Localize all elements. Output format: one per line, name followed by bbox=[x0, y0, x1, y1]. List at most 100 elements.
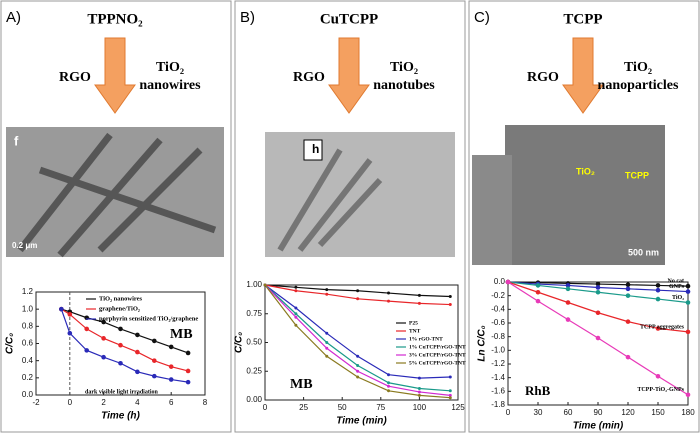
right-label: TiO₂ bbox=[156, 60, 184, 75]
data-point bbox=[387, 373, 391, 377]
data-point bbox=[118, 360, 123, 366]
data-point bbox=[595, 310, 601, 316]
data-point bbox=[185, 350, 191, 356]
data-point bbox=[356, 364, 360, 367]
y-axis-label: Ln C/C₀ bbox=[477, 325, 488, 361]
data-point bbox=[595, 289, 601, 295]
data-point bbox=[84, 326, 89, 332]
x-tick-label: 90 bbox=[594, 408, 603, 417]
x-tick-label: 50 bbox=[338, 403, 347, 412]
arrow bbox=[562, 37, 604, 114]
data-point bbox=[448, 295, 452, 298]
data-point bbox=[185, 368, 191, 374]
data-point bbox=[118, 326, 123, 332]
annotation: RhB bbox=[525, 383, 551, 398]
dye-name: TPPNO₂ bbox=[87, 11, 143, 27]
series-label: GNPs bbox=[669, 284, 685, 290]
data-point bbox=[417, 301, 421, 305]
panel-label: B) bbox=[240, 9, 255, 26]
nanowires bbox=[17, 132, 217, 258]
series-label: TCPP-TiO₂-GNPs bbox=[637, 387, 684, 393]
y-tick-label: 1.0 bbox=[22, 304, 34, 313]
x-tick-label: 60 bbox=[564, 408, 573, 417]
y-tick-label: -0.6 bbox=[491, 318, 505, 327]
left-label: RGO bbox=[59, 70, 91, 85]
data-point bbox=[325, 346, 329, 350]
dye-name: CuTCPP bbox=[320, 11, 378, 27]
data-point bbox=[356, 289, 360, 293]
legend-label: graphene/TiO₂ bbox=[99, 305, 140, 312]
data-point bbox=[152, 338, 157, 344]
data-point bbox=[625, 354, 631, 360]
y-tick-label: -0.4 bbox=[491, 304, 505, 313]
x-tick-label: 0 bbox=[68, 398, 73, 407]
panel-label: C) bbox=[474, 9, 490, 26]
data-point bbox=[595, 335, 601, 341]
data-point bbox=[325, 288, 329, 292]
image-label: h bbox=[312, 142, 319, 156]
data-point bbox=[387, 389, 391, 393]
data-point bbox=[685, 329, 691, 335]
y-tick-label: 0.2 bbox=[22, 373, 34, 382]
data-point bbox=[135, 349, 140, 355]
data-point bbox=[565, 317, 571, 322]
image-label: TiO₂ bbox=[576, 166, 595, 176]
x-tick-label: 150 bbox=[651, 408, 665, 417]
y-tick-label: 1.00 bbox=[246, 280, 262, 289]
data-point bbox=[417, 393, 421, 397]
data-point bbox=[356, 369, 360, 373]
data-point bbox=[387, 299, 391, 303]
data-point bbox=[685, 392, 691, 398]
data-point bbox=[356, 354, 360, 358]
legend-label: 3% CuTCPP/rGO-TNT bbox=[409, 352, 466, 358]
panel-border bbox=[0, 0, 232, 433]
data-point bbox=[535, 298, 541, 304]
data-point bbox=[152, 373, 157, 379]
y-tick-label: -0.8 bbox=[491, 332, 505, 341]
data-point bbox=[387, 291, 391, 295]
x-tick-label: 120 bbox=[621, 408, 635, 417]
right-label: nanowires bbox=[139, 78, 201, 93]
data-point bbox=[685, 300, 691, 305]
data-point bbox=[101, 354, 106, 360]
data-point bbox=[387, 381, 391, 385]
y-tick-label: 0.4 bbox=[22, 356, 34, 365]
data-point bbox=[118, 342, 123, 348]
data-point bbox=[448, 389, 452, 393]
data-point bbox=[135, 332, 140, 338]
data-point bbox=[625, 282, 631, 288]
data-point bbox=[294, 312, 298, 316]
panel-label: A) bbox=[6, 9, 21, 26]
sem-image bbox=[472, 155, 512, 265]
right-label: TiO₂ bbox=[390, 60, 418, 75]
series-label: TiO₂ bbox=[672, 295, 684, 301]
series-line bbox=[264, 284, 451, 306]
sem-image bbox=[505, 125, 665, 265]
data-point bbox=[185, 379, 191, 385]
data-point bbox=[325, 331, 329, 335]
data-point bbox=[595, 285, 601, 290]
x-tick-label: 25 bbox=[299, 403, 308, 412]
legend-label: 1% CuTCPP/rGO-TNT bbox=[409, 344, 466, 350]
y-tick-label: 0.0 bbox=[22, 390, 34, 399]
tem-image bbox=[265, 132, 455, 257]
y-tick-label: 0.75 bbox=[246, 309, 262, 318]
data-point bbox=[535, 283, 541, 288]
data-point bbox=[84, 348, 89, 353]
legend-label: P25 bbox=[409, 320, 418, 326]
data-point bbox=[565, 283, 571, 288]
data-point bbox=[263, 283, 267, 287]
data-point bbox=[387, 384, 391, 388]
data-point bbox=[135, 369, 140, 375]
label-box bbox=[303, 139, 323, 161]
arrow bbox=[328, 37, 370, 114]
data-point bbox=[356, 297, 360, 301]
data-point bbox=[294, 306, 298, 310]
nanotubes bbox=[277, 148, 383, 252]
image-label: TCPP bbox=[625, 170, 649, 180]
data-point bbox=[535, 289, 541, 295]
image-label: 0.2 μm bbox=[12, 241, 37, 250]
image-label: f bbox=[14, 133, 19, 148]
legend-label: porphyrin sensitized TiO₂/graphene bbox=[99, 315, 198, 322]
left-label: RGO bbox=[527, 70, 559, 85]
